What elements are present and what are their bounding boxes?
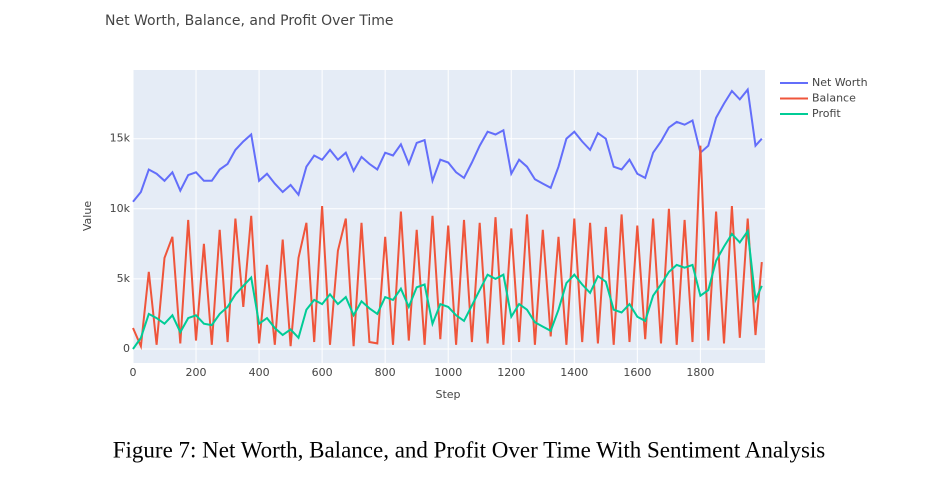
chart-title: Net Worth, Balance, and Profit Over Time: [105, 13, 394, 29]
y-axis-label: Value: [81, 201, 94, 231]
x-tick-label: 1800: [686, 366, 714, 379]
legend-label: Profit: [812, 107, 841, 120]
series-line: [132, 145, 763, 351]
series-line: [132, 228, 763, 350]
y-tick-label: 10k: [110, 202, 131, 215]
x-tick-label: 200: [186, 366, 207, 379]
y-tick-label: 15k: [110, 132, 131, 145]
x-tick-label: 800: [375, 366, 396, 379]
x-tick-label: 1000: [434, 366, 462, 379]
legend-label: Net Worth: [812, 76, 868, 89]
x-tick-label: 400: [249, 366, 270, 379]
y-tick-label: 0: [123, 342, 130, 355]
x-tick-label: 600: [312, 366, 333, 379]
y-tick-label: 5k: [117, 272, 131, 285]
figure-caption: Figure 7: Net Worth, Balance, and Profit…: [113, 437, 826, 462]
legend-label: Balance: [812, 92, 856, 105]
series-line: [132, 87, 763, 203]
x-tick-label: 0: [130, 366, 137, 379]
x-tick-label: 1600: [623, 366, 651, 379]
x-tick-label: 1400: [560, 366, 588, 379]
x-axis-label: Step: [435, 388, 460, 401]
x-tick-label: 1200: [497, 366, 525, 379]
